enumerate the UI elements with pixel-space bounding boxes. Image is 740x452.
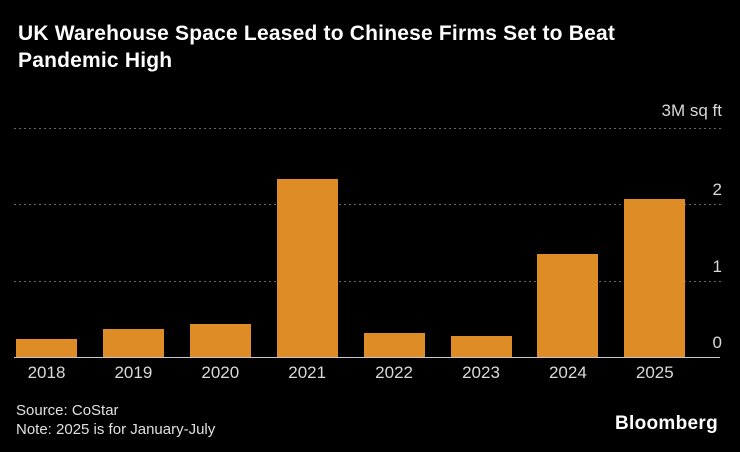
- gridline-3: [14, 127, 722, 129]
- y-tick-label-0: 0: [712, 333, 722, 352]
- bar-2024: [537, 253, 599, 357]
- x-tick-label-2025: 2025: [635, 363, 674, 382]
- bar-2022: [363, 333, 425, 357]
- bar-2020: [189, 324, 251, 357]
- x-tick-label-2020: 2020: [201, 363, 240, 382]
- y-axis-unit-label: 3M sq ft: [661, 101, 722, 120]
- bar-2023: [450, 335, 512, 357]
- x-tick-label-2024: 2024: [548, 363, 587, 382]
- note-text: Note: 2025 is for January-July: [16, 420, 216, 438]
- source-text: Source: CoStar: [16, 402, 119, 419]
- bar-2019: [102, 328, 164, 357]
- chart-title: UK Warehouse Space Leased to Chinese Fir…: [18, 22, 616, 72]
- x-tick-label-2019: 2019: [114, 363, 153, 382]
- source-note-block: Source: CoStar Note: 2025 is for January…: [16, 402, 215, 439]
- x-tick-label-2018: 2018: [27, 363, 66, 382]
- bar-2021: [276, 178, 338, 357]
- bar-2025: [624, 198, 686, 357]
- gridline-1: [14, 280, 722, 282]
- gridline-2: [14, 204, 722, 205]
- bar-2018: [16, 339, 77, 357]
- x-tick-label-2023: 2023: [462, 363, 500, 382]
- x-tick-label-2021: 2021: [288, 363, 327, 382]
- bloomberg-logo: Bloomberg: [615, 413, 718, 434]
- y-tick-label-1: 1: [712, 256, 722, 276]
- y-tick-label-2: 2: [712, 180, 722, 199]
- x-tick-label-2022: 2022: [375, 363, 413, 382]
- x-axis-line: [14, 357, 720, 358]
